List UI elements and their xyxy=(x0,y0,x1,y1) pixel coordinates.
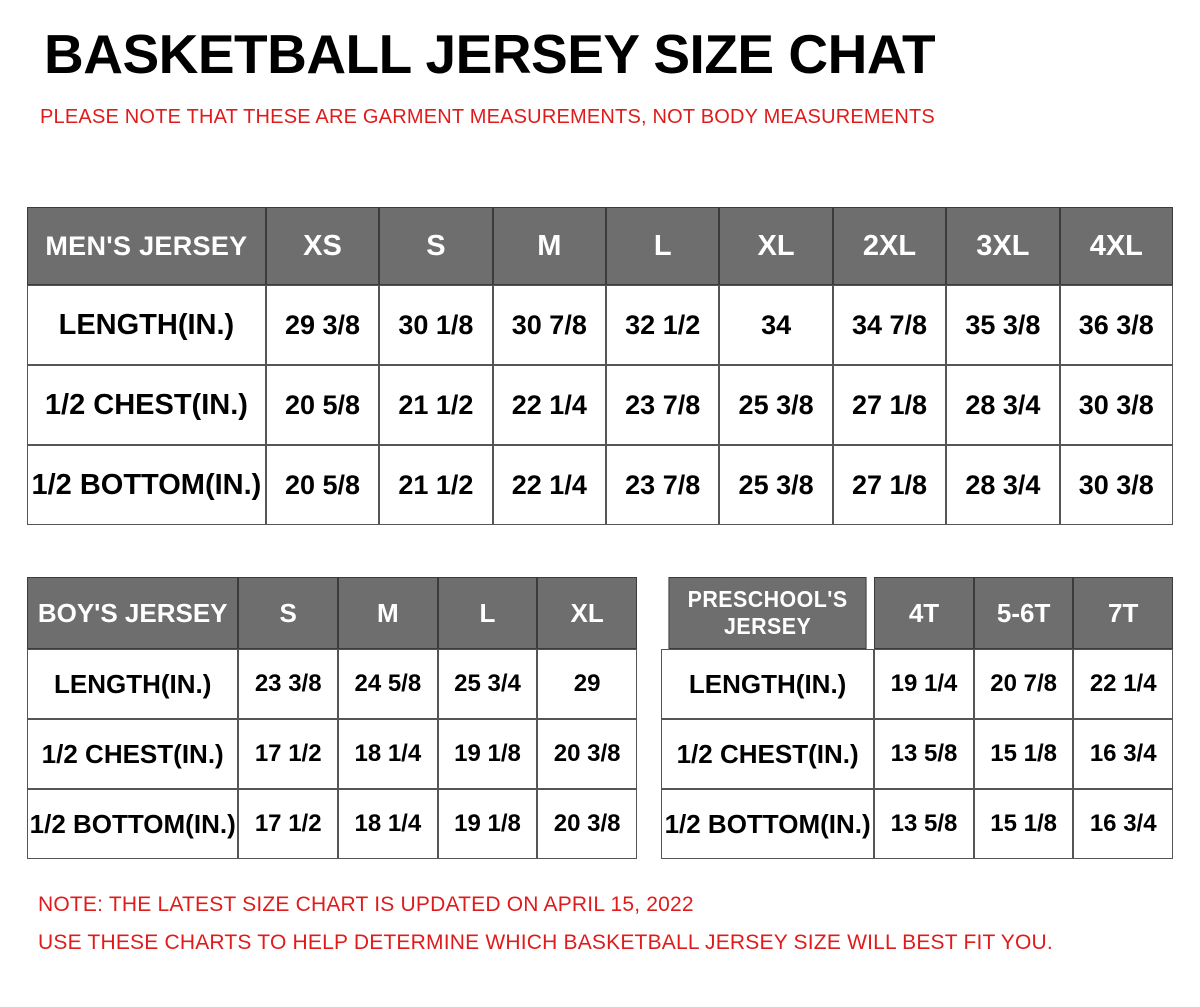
table-row: 1/2 BOTTOM(IN.) 13 5/8 15 1/8 16 3/4 xyxy=(661,789,1173,859)
preschool-table-body: LENGTH(IN.) 19 1/4 20 7/8 22 1/4 1/2 CHEST(I… xyxy=(661,649,1173,859)
measurement-cell: 20 5/8 xyxy=(265,365,380,445)
table-row: 1/2 BOTTOM(IN.) 17 1/2 18 1/4 19 1/8 20 3/8 xyxy=(27,789,637,859)
measurement-cell: 22 1/4 xyxy=(1073,649,1173,719)
column-header-l: L xyxy=(606,207,720,285)
table-header-row: BOY'S JERSEY S M L XL xyxy=(27,577,637,649)
row-label: 1/2 CHEST(IN.) xyxy=(27,719,239,789)
footer-note-1: NOTE: THE LATEST SIZE CHART IS UPDATED O… xyxy=(38,893,694,916)
measurement-cell: 29 xyxy=(537,649,637,719)
page-title: BASKETBALL JERSEY SIZE CHAT xyxy=(44,23,936,85)
row-label: 1/2 BOTTOM(IN.) xyxy=(27,445,266,525)
table-row: LENGTH(IN.) 19 1/4 20 7/8 22 1/4 xyxy=(661,649,1173,719)
measurement-cell: 30 3/8 xyxy=(1059,445,1173,525)
measurement-cell: 15 1/8 xyxy=(973,719,1074,789)
garment-measurement-note: PLEASE NOTE THAT THESE ARE GARMENT MEASU… xyxy=(40,106,935,128)
measurement-cell: 21 1/2 xyxy=(379,365,493,445)
measurement-cell: 30 3/8 xyxy=(1059,365,1173,445)
measurement-cell: 20 5/8 xyxy=(265,445,380,525)
measurement-cell: 25 3/8 xyxy=(719,445,833,525)
column-header-m: M xyxy=(338,577,438,649)
measurement-cell: 34 xyxy=(719,285,833,365)
column-header-s: S xyxy=(238,577,339,649)
boys-jersey-size-table: BOY'S JERSEY S M L XL LENGTH(IN.) 23 3/8 24 5/… xyxy=(27,577,637,859)
measurement-cell: 25 3/8 xyxy=(719,365,833,445)
measurement-cell: 30 1/8 xyxy=(379,285,493,365)
measurement-cell: 19 1/8 xyxy=(437,789,538,859)
measurement-cell: 17 1/2 xyxy=(238,719,339,789)
measurement-cell: 20 7/8 xyxy=(973,649,1074,719)
mens-table-body: LENGTH(IN.) 29 3/8 30 1/8 30 7/8 32 1/2 34 34 … xyxy=(27,285,1173,525)
measurement-cell: 22 1/4 xyxy=(492,365,606,445)
boys-table-body: LENGTH(IN.) 23 3/8 24 5/8 25 3/4 29 1/2 CHEST… xyxy=(27,649,637,859)
column-header-s: S xyxy=(379,207,493,285)
column-header-4xl: 4XL xyxy=(1059,207,1173,285)
measurement-cell: 30 7/8 xyxy=(492,285,606,365)
measurement-cell: 23 7/8 xyxy=(606,445,720,525)
table-row: LENGTH(IN.) 23 3/8 24 5/8 25 3/4 29 xyxy=(27,649,637,719)
measurement-cell: 19 1/8 xyxy=(437,719,538,789)
row-label: 1/2 BOTTOM(IN.) xyxy=(661,789,875,859)
column-header-xl: XL xyxy=(537,577,637,649)
measurement-cell: 23 7/8 xyxy=(606,365,720,445)
row-label: LENGTH(IN.) xyxy=(27,649,239,719)
column-header-7t: 7T xyxy=(1073,577,1173,649)
table-row: LENGTH(IN.) 29 3/8 30 1/8 30 7/8 32 1/2 34 34 … xyxy=(27,285,1173,365)
measurement-cell: 16 3/4 xyxy=(1073,719,1173,789)
column-header-5-6t: 5-6T xyxy=(973,577,1074,649)
table-corner-label: PRESCHOOL'S JERSEY xyxy=(668,577,867,649)
measurement-cell: 32 1/2 xyxy=(606,285,720,365)
measurement-cell: 28 3/4 xyxy=(946,445,1060,525)
row-label: LENGTH(IN.) xyxy=(27,285,266,365)
measurement-cell: 24 5/8 xyxy=(338,649,438,719)
measurement-cell: 22 1/4 xyxy=(492,445,606,525)
measurement-cell: 19 1/4 xyxy=(874,649,974,719)
measurement-cell: 21 1/2 xyxy=(379,445,493,525)
measurement-cell: 23 3/8 xyxy=(238,649,339,719)
table-row: 1/2 CHEST(IN.) 17 1/2 18 1/4 19 1/8 20 3/8 xyxy=(27,719,637,789)
table-header-row: MEN'S JERSEY XS S M L XL 2XL 3XL 4XL xyxy=(27,207,1173,285)
column-header-2xl: 2XL xyxy=(832,207,947,285)
row-label: 1/2 CHEST(IN.) xyxy=(27,365,266,445)
measurement-cell: 20 3/8 xyxy=(537,789,637,859)
measurement-cell: 15 1/8 xyxy=(973,789,1074,859)
mens-table-header: MEN'S JERSEY XS S M L XL 2XL 3XL 4XL xyxy=(27,207,1173,285)
column-header-xl: XL xyxy=(719,207,833,285)
measurement-cell: 35 3/8 xyxy=(946,285,1060,365)
measurement-cell: 27 1/8 xyxy=(832,445,947,525)
preschool-jersey-size-table: PRESCHOOL'S JERSEY 4T 5-6T 7T LENGTH(IN.) 19… xyxy=(661,577,1173,859)
column-header-xs: XS xyxy=(265,207,380,285)
row-label: 1/2 BOTTOM(IN.) xyxy=(27,789,239,859)
measurement-cell: 20 3/8 xyxy=(537,719,637,789)
measurement-cell: 13 5/8 xyxy=(874,789,974,859)
measurement-cell: 28 3/4 xyxy=(946,365,1060,445)
table-corner-label: MEN'S JERSEY xyxy=(27,207,266,285)
measurement-cell: 29 3/8 xyxy=(265,285,380,365)
measurement-cell: 16 3/4 xyxy=(1073,789,1173,859)
footer-note-2: USE THESE CHARTS TO HELP DETERMINE WHICH… xyxy=(38,931,1053,954)
measurement-cell: 25 3/4 xyxy=(437,649,538,719)
table-row: 1/2 CHEST(IN.) 20 5/8 21 1/2 22 1/4 23 7/8 25… xyxy=(27,365,1173,445)
mens-jersey-size-table: MEN'S JERSEY XS S M L XL 2XL 3XL 4XL LENGTH(IN.)… xyxy=(27,207,1173,525)
measurement-cell: 27 1/8 xyxy=(832,365,947,445)
column-header-l: L xyxy=(437,577,538,649)
table-row: 1/2 BOTTOM(IN.) 20 5/8 21 1/2 22 1/4 23 7/8 2… xyxy=(27,445,1173,525)
column-header-4t: 4T xyxy=(874,577,974,649)
column-header-m: M xyxy=(492,207,606,285)
preschool-table-header: PRESCHOOL'S JERSEY 4T 5-6T 7T xyxy=(661,577,1173,649)
table-header-row: PRESCHOOL'S JERSEY 4T 5-6T 7T xyxy=(661,577,1173,649)
measurement-cell: 34 7/8 xyxy=(832,285,947,365)
table-corner-label: BOY'S JERSEY xyxy=(27,577,239,649)
measurement-cell: 17 1/2 xyxy=(238,789,339,859)
column-header-3xl: 3XL xyxy=(946,207,1060,285)
measurement-cell: 18 1/4 xyxy=(338,789,438,859)
table-row: 1/2 CHEST(IN.) 13 5/8 15 1/8 16 3/4 xyxy=(661,719,1173,789)
row-label: 1/2 CHEST(IN.) xyxy=(661,719,875,789)
measurement-cell: 18 1/4 xyxy=(338,719,438,789)
boys-table-header: BOY'S JERSEY S M L XL xyxy=(27,577,637,649)
footer-notes: NOTE: THE LATEST SIZE CHART IS UPDATED O… xyxy=(38,886,1158,962)
row-label: LENGTH(IN.) xyxy=(661,649,875,719)
measurement-cell: 36 3/8 xyxy=(1059,285,1173,365)
measurement-cell: 13 5/8 xyxy=(874,719,974,789)
